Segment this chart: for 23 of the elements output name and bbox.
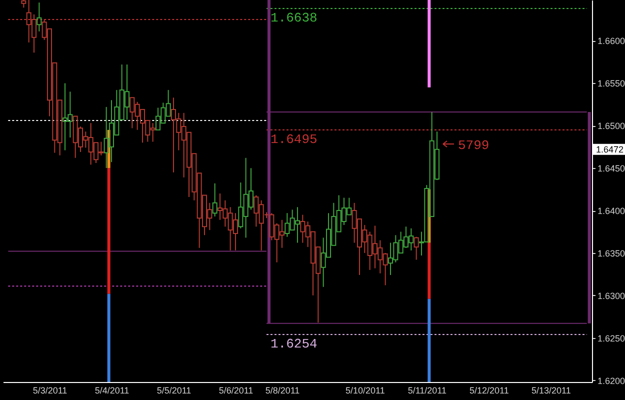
x-tick-label: 5/11/2011 [408, 386, 447, 396]
y-tick-label: 1.6350 [598, 248, 625, 258]
x-tick-label: 5/6/2011 [218, 386, 254, 396]
series-label: 1.6638 [270, 10, 318, 26]
x-tick-label: 5/12/2011 [469, 386, 509, 396]
x-tick-label: 5/3/2011 [32, 386, 68, 396]
y-tick-label: 1.6550 [598, 78, 625, 89]
annotation: 5799 [458, 138, 490, 153]
x-tick-label: 5/8/2011 [265, 386, 300, 396]
y-tick-label: 1.6300 [598, 290, 625, 301]
annotation: 1.6472 [596, 144, 624, 154]
x-tick-label: 5/5/2011 [156, 386, 192, 396]
x-tick-label: 5/13/2011 [531, 386, 571, 396]
series-label: 1.6254 [270, 336, 318, 352]
y-tick-label: 1.6450 [598, 164, 625, 174]
y-tick-label: 1.6400 [598, 206, 625, 216]
y-tick-label: 1.6500 [598, 121, 625, 132]
y-tick-label: 1.6200 [598, 376, 625, 386]
y-tick-label: 1.6600 [598, 36, 625, 46]
x-tick-label: 5/4/2011 [94, 386, 130, 396]
x-tick-label: 5/10/2011 [345, 386, 385, 396]
y-tick-label: 1.6250 [598, 333, 625, 344]
series-label: 1.6495 [270, 132, 318, 147]
